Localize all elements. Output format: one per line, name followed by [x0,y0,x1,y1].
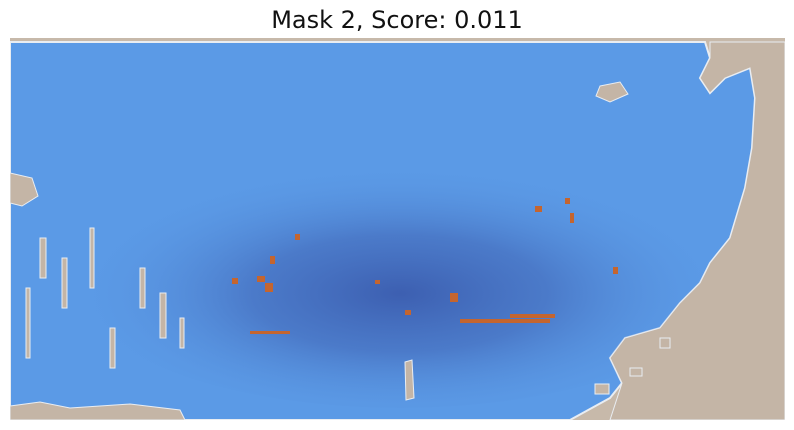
segmentation-image [10,38,785,420]
figure-title: Mask 2, Score: 0.011 [0,5,794,35]
